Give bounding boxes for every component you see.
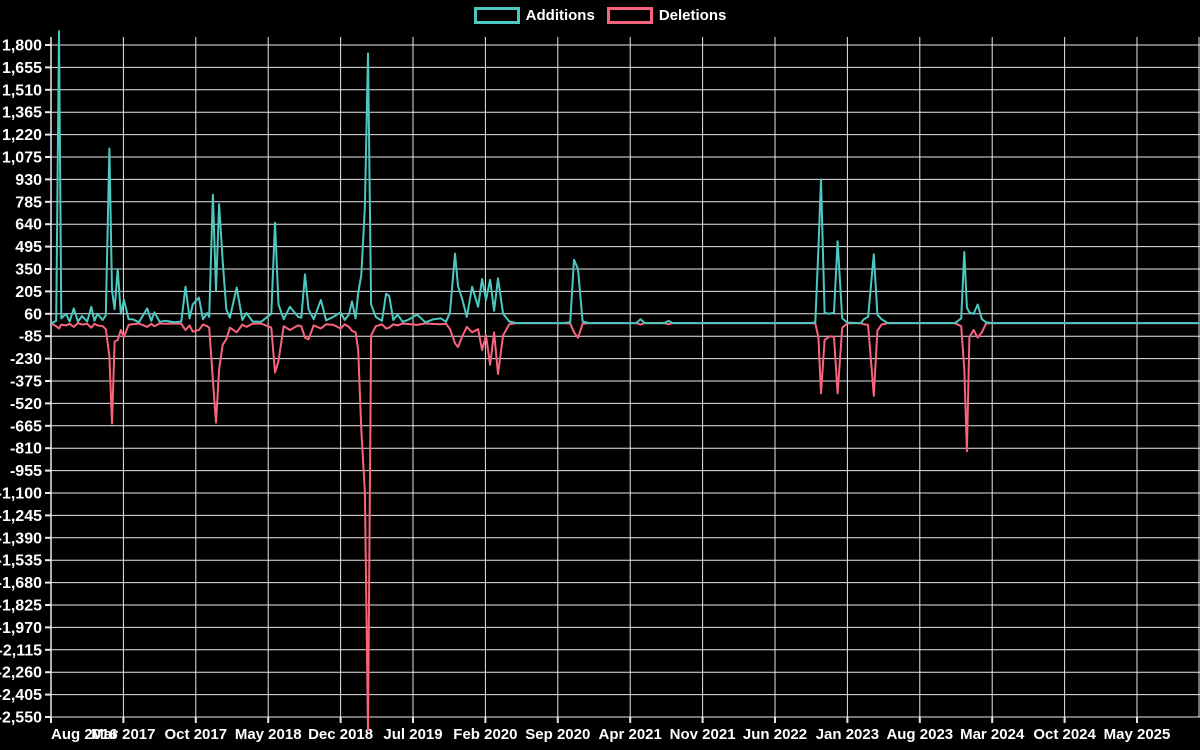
y-tick-label: 60 xyxy=(24,306,42,323)
y-tick-label: -2,260 xyxy=(0,665,42,682)
y-tick-label: -85 xyxy=(19,329,42,346)
x-tick-label: Jun 2022 xyxy=(743,726,807,743)
additions-swatch-icon xyxy=(473,7,520,24)
y-tick-label: 1,655 xyxy=(2,60,42,77)
deletions-swatch-icon xyxy=(606,7,653,24)
y-tick-label: 350 xyxy=(15,262,42,279)
legend-label-deletions: Deletions xyxy=(658,7,727,24)
y-tick-label: 205 xyxy=(15,284,42,301)
x-tick-label: Mar 2017 xyxy=(91,726,155,743)
y-tick-label: 930 xyxy=(15,172,42,189)
y-tick-label: -1,535 xyxy=(0,553,42,570)
y-tick-label: 1,365 xyxy=(2,105,42,122)
x-tick-label: May 2025 xyxy=(1104,726,1171,743)
y-tick-label: -2,115 xyxy=(0,642,42,659)
additions-series-line xyxy=(51,30,1200,325)
deletions-series-line xyxy=(51,322,1200,732)
y-tick-label: -1,970 xyxy=(0,620,42,637)
y-tick-label: -665 xyxy=(10,418,42,435)
y-tick-label: 785 xyxy=(15,194,42,211)
x-tick-label: Dec 2018 xyxy=(308,726,373,743)
y-tick-label: 1,510 xyxy=(2,82,42,99)
y-tick-label: -1,680 xyxy=(0,575,42,592)
y-tick-label: 640 xyxy=(15,217,42,234)
y-tick-label: -375 xyxy=(10,374,42,391)
y-tick-label: -1,245 xyxy=(0,508,42,525)
legend-item-deletions[interactable]: Deletions xyxy=(606,7,727,24)
y-tick-label: -2,405 xyxy=(0,687,42,704)
x-tick-label: Oct 2024 xyxy=(1033,726,1096,743)
y-tick-label: -2,550 xyxy=(0,710,42,727)
y-tick-label: -520 xyxy=(10,396,42,413)
x-tick-label: Feb 2020 xyxy=(453,726,517,743)
x-tick-label: Apr 2021 xyxy=(599,726,662,743)
x-tick-label: Jul 2019 xyxy=(383,726,442,743)
x-tick-label: Nov 2021 xyxy=(670,726,736,743)
y-tick-label: -1,100 xyxy=(0,486,42,503)
x-tick-label: Jan 2023 xyxy=(816,726,879,743)
y-tick-label: -955 xyxy=(10,463,42,480)
y-tick-label: -1,390 xyxy=(0,530,42,547)
x-tick-label: Mar 2024 xyxy=(960,726,1025,743)
y-tick-label: -810 xyxy=(10,441,42,458)
y-tick-label: 1,220 xyxy=(2,127,42,144)
legend-label-additions: Additions xyxy=(525,7,595,24)
x-tick-label: Aug 2023 xyxy=(886,726,953,743)
y-tick-label: 495 xyxy=(15,239,42,256)
x-tick-label: Oct 2017 xyxy=(165,726,228,743)
y-tick-label: 1,800 xyxy=(2,38,42,55)
y-tick-label: -230 xyxy=(10,351,42,368)
chart-legend: Additions Deletions xyxy=(0,7,1200,24)
x-tick-label: Aug 2016 xyxy=(51,726,118,743)
x-tick-label: Sep 2020 xyxy=(525,726,590,743)
y-tick-label: 1,075 xyxy=(2,150,42,167)
x-tick-label: May 2018 xyxy=(235,726,302,743)
legend-item-additions[interactable]: Additions xyxy=(473,7,595,24)
y-tick-label: -1,825 xyxy=(0,598,42,615)
